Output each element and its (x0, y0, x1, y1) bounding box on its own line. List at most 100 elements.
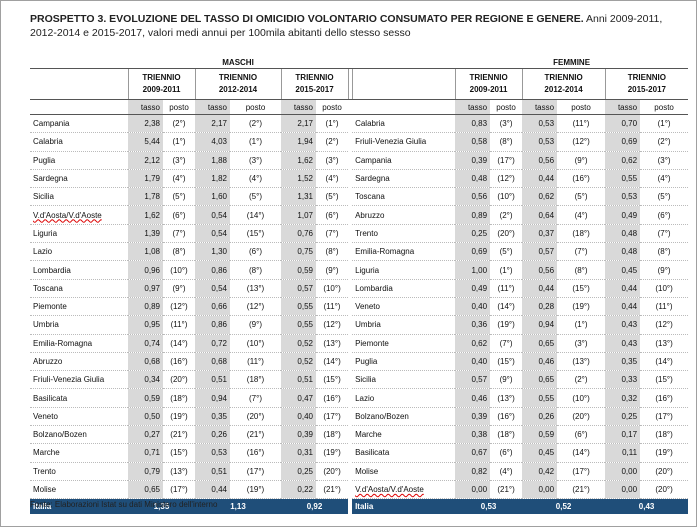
region: Toscana (30, 279, 128, 298)
tasso: 0,65 (522, 334, 558, 353)
posto: (6°) (640, 205, 689, 225)
region: Sicilia (30, 187, 128, 207)
posto: (20°) (163, 370, 195, 390)
period-header: TRIENNIO 2012-2014 (194, 68, 281, 100)
gap (348, 99, 353, 115)
total-label: Italia (352, 498, 456, 515)
tasso: 0,68 (128, 352, 163, 372)
posto: (20°) (640, 480, 689, 500)
posto: (5°) (230, 187, 281, 207)
posto: (19°) (557, 297, 606, 317)
posto: (5°) (557, 187, 606, 207)
tasso: 0,43 (605, 334, 641, 353)
tasso: 5,44 (128, 132, 163, 152)
period-label: TRIENNIO (544, 73, 583, 82)
posto: (11°) (163, 315, 195, 335)
posto: (10°) (490, 187, 523, 207)
title-rest: Anni 2009-2011, 2012-2014 e 2015-2017, v… (30, 13, 663, 39)
posto: (9°) (557, 151, 606, 170)
tasso: 0,66 (195, 297, 230, 317)
data-row: Trento 0,79 (13°) 0,51 (17°) 0,25 (20°) Molise 0… (30, 462, 689, 481)
tasso: 0,82 (455, 462, 491, 481)
posto: (14°) (316, 352, 349, 372)
posto: (17°) (557, 462, 606, 481)
posto: (4°) (230, 169, 281, 189)
posto: (2°) (230, 114, 281, 134)
posto: (9°) (230, 315, 281, 335)
tasso: 0,25 (605, 407, 641, 427)
posto: (2°) (163, 114, 195, 134)
posto: (3°) (557, 334, 606, 353)
posto: (21°) (557, 480, 606, 500)
tasso: 0,46 (522, 352, 558, 372)
tasso: 0,89 (455, 205, 491, 225)
posto: (20°) (230, 407, 281, 427)
posto: (13°) (230, 279, 281, 298)
tasso: 0,33 (605, 370, 641, 390)
posto: (5°) (163, 187, 195, 207)
tasso: 0,48 (605, 224, 641, 244)
tasso: 1,78 (128, 187, 163, 207)
tasso: 0,97 (128, 279, 163, 298)
data-row: Basilicata 0,59 (18°) 0,94 (7°) 0,47 (16°) Lazi… (30, 388, 689, 408)
blank (352, 99, 456, 115)
tasso: 0,94 (522, 315, 558, 335)
region: Umbria (352, 315, 456, 335)
region: Marche (352, 425, 456, 445)
tasso: 0,51 (195, 370, 230, 390)
data-row: Sicilia 1,78 (5°) 1,60 (5°) 1,31 (5°) Toscana 0,… (30, 187, 689, 207)
tasso: 0,67 (455, 443, 491, 463)
posto: (11°) (316, 297, 349, 317)
posto-header: posto (230, 99, 281, 115)
tasso: 0,76 (281, 224, 316, 244)
posto: (9°) (640, 260, 689, 280)
tasso: 0,39 (281, 425, 316, 445)
period-years: 2015-2017 (295, 85, 334, 94)
posto: (2°) (640, 132, 689, 152)
posto: (12°) (230, 297, 281, 317)
tasso: 0,44 (522, 169, 558, 189)
posto: (8°) (640, 242, 689, 262)
posto: (10°) (163, 260, 195, 280)
region: Emilia-Romagna (352, 242, 456, 262)
tasso: 0,47 (281, 388, 316, 408)
tasso: 0,53 (605, 187, 641, 207)
tasso: 0,00 (605, 462, 641, 481)
posto: (14°) (640, 352, 689, 372)
posto: (8°) (490, 132, 523, 152)
posto: (7°) (316, 224, 349, 244)
tasso: 1,30 (195, 242, 230, 262)
posto: (14°) (557, 443, 606, 463)
tasso: 0,25 (281, 462, 316, 481)
blank (351, 68, 456, 100)
posto: (15°) (316, 370, 349, 390)
tasso: 0,40 (455, 297, 491, 317)
period-years: 2009-2011 (469, 85, 508, 94)
posto: (5°) (490, 242, 523, 262)
tasso-header: tasso (522, 99, 558, 115)
tasso: 0,32 (605, 388, 641, 408)
tasso: 0,62 (522, 187, 558, 207)
posto: (3°) (490, 114, 523, 134)
total-label: Italia (30, 498, 128, 515)
tasso: 2,38 (128, 114, 163, 134)
posto: (21°) (490, 480, 523, 500)
footer: Fonte: Elaborazioni Istat su dati Minist… (30, 500, 218, 509)
region: Lazio (30, 242, 128, 262)
tasso: 0,49 (605, 205, 641, 225)
posto: (17°) (163, 480, 195, 500)
tasso: 0,46 (455, 388, 491, 408)
posto: (1°) (230, 132, 281, 152)
tasso: 0,48 (455, 169, 491, 189)
posto: (4°) (640, 169, 689, 189)
period-header: TRIENNIO 2012-2014 (521, 68, 606, 100)
tasso: 0,25 (455, 224, 491, 244)
tasso: 0,75 (281, 242, 316, 262)
tasso: 0,86 (195, 260, 230, 280)
gap (348, 498, 353, 515)
region: Campania (30, 114, 128, 134)
posto: (21°) (316, 480, 349, 500)
tasso: 0,56 (522, 151, 558, 170)
region: Lombardia (352, 279, 456, 298)
